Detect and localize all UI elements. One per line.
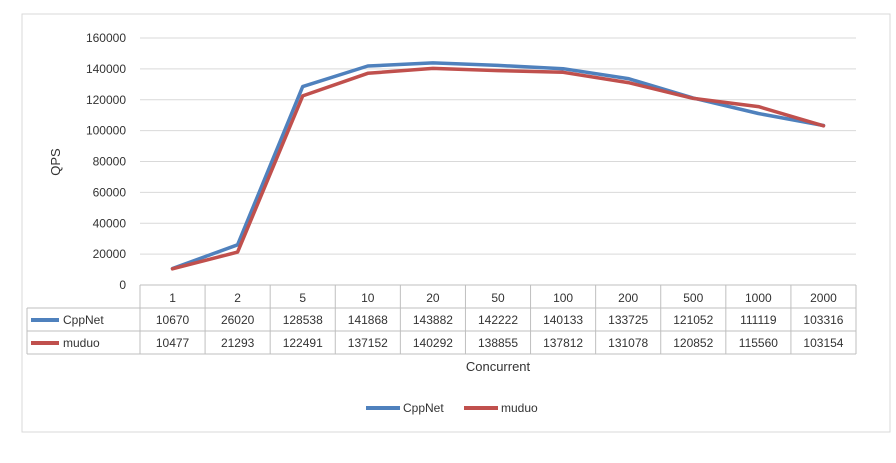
y-tick-label: 100000	[86, 124, 126, 138]
data-label: 122491	[283, 336, 323, 350]
data-label: 121052	[673, 313, 713, 327]
x-tick-label: 10	[361, 291, 375, 305]
data-label: 10477	[156, 336, 190, 350]
data-label: 137152	[348, 336, 388, 350]
table-series-name: CppNet	[63, 313, 104, 327]
data-label: 140133	[543, 313, 583, 327]
y-tick-label: 140000	[86, 62, 126, 76]
y-axis: 0 20000 40000 60000 80000 100000 120000 140000 1…	[86, 31, 126, 292]
x-tick-label: 2000	[810, 291, 837, 305]
data-label: 115560	[739, 336, 778, 350]
x-tick-label: 1	[169, 291, 176, 305]
data-label: 21293	[221, 336, 255, 350]
y-tick-label: 160000	[86, 31, 126, 45]
y-axis-label: QPS	[48, 148, 63, 176]
table-series-name: muduo	[63, 336, 100, 350]
y-tick-label: 0	[119, 278, 126, 292]
data-label: 120852	[673, 336, 713, 350]
x-tick-label: 100	[553, 291, 573, 305]
x-tick-label: 500	[683, 291, 703, 305]
x-tick-label: 2	[234, 291, 241, 305]
data-label: 103316	[803, 313, 843, 327]
y-tick-label: 60000	[93, 185, 127, 199]
x-axis-label: Concurrent	[466, 359, 531, 374]
data-label: 131078	[608, 336, 648, 350]
y-tick-label: 20000	[93, 247, 127, 261]
legend-entry: muduo	[501, 401, 538, 415]
data-label: 10670	[156, 313, 190, 327]
y-tick-label: 120000	[86, 93, 126, 107]
data-label: 142222	[478, 313, 518, 327]
x-tick-label: 20	[426, 291, 440, 305]
y-tick-label: 40000	[93, 216, 127, 230]
data-label: 133725	[608, 313, 648, 327]
data-label: 128538	[283, 313, 323, 327]
data-label: 143882	[413, 313, 453, 327]
data-label: 26020	[221, 313, 255, 327]
data-label: 103154	[803, 336, 843, 350]
data-label: 138855	[478, 336, 518, 350]
legend-entry: CppNet	[403, 401, 444, 415]
data-label: 141868	[348, 313, 388, 327]
y-tick-label: 80000	[93, 155, 127, 169]
x-tick-label: 1000	[745, 291, 772, 305]
x-tick-label: 50	[491, 291, 505, 305]
data-label: 111119	[740, 313, 777, 327]
data-label: 137812	[543, 336, 583, 350]
x-tick-label: 5	[299, 291, 306, 305]
data-label: 140292	[413, 336, 453, 350]
x-tick-label: 200	[618, 291, 638, 305]
